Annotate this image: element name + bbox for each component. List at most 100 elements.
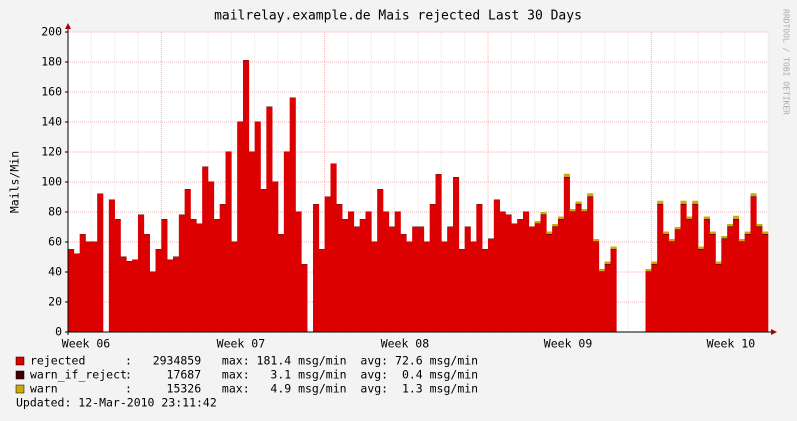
bar-segment <box>383 212 390 332</box>
bar-segment <box>604 263 611 265</box>
bar-segment <box>563 177 570 332</box>
bar-segment <box>278 234 285 332</box>
bar-segment <box>97 194 104 332</box>
bar-segment <box>715 261 722 264</box>
bar-segment <box>674 227 681 230</box>
bar-segment <box>435 174 442 332</box>
legend-name: rejected <box>30 354 85 368</box>
bar-segment <box>167 260 174 332</box>
bar-segment <box>353 227 360 332</box>
bar-segment <box>348 212 355 332</box>
bar-segment <box>447 227 454 332</box>
bar-segment <box>587 196 594 197</box>
bar-segment <box>412 227 419 332</box>
legend-name: warn <box>30 382 58 396</box>
bar-segment <box>709 234 716 332</box>
bar-segment <box>260 189 267 332</box>
bar-segment <box>114 219 121 332</box>
bar-segment <box>371 242 378 332</box>
bar-segment <box>645 269 652 272</box>
bar-segment <box>715 263 722 265</box>
bar-segment <box>762 233 769 235</box>
bar-segment <box>750 196 757 197</box>
bar-segment <box>593 239 600 242</box>
bar-segment <box>651 264 658 332</box>
x-arrow <box>771 329 777 335</box>
bar-segment <box>575 204 582 332</box>
bar-segment <box>727 227 734 332</box>
bar-segment <box>295 212 302 332</box>
bar-segment <box>365 212 372 332</box>
bar-segment <box>482 249 489 332</box>
bar-segment <box>721 239 728 332</box>
bar-segment <box>429 204 436 332</box>
legend-swatch <box>15 356 25 366</box>
bar-segment <box>698 246 705 249</box>
bar-segment <box>738 239 745 242</box>
bar-segment <box>692 203 699 205</box>
bar-segment <box>138 215 145 332</box>
bar-segment <box>552 227 559 332</box>
bar-segment <box>534 224 541 332</box>
bar-segment <box>178 215 185 332</box>
bar-segment <box>237 122 244 332</box>
bar-segment <box>645 272 652 332</box>
bar-segment <box>464 227 471 332</box>
bar-segment <box>301 264 308 332</box>
bar-segment <box>738 241 745 242</box>
bar-segment <box>196 224 203 332</box>
bar-segment <box>721 238 728 239</box>
bar-segment <box>540 215 547 332</box>
bar-segment <box>85 242 92 332</box>
y-tick-label: 80 <box>48 205 62 219</box>
bar-segment <box>569 211 576 212</box>
bar-segment <box>668 241 675 242</box>
bar-segment <box>208 182 215 332</box>
bar-segment <box>283 152 290 332</box>
y-tick-label: 160 <box>41 85 62 99</box>
bar-segment <box>663 231 670 234</box>
bar-segment <box>709 233 716 235</box>
legend-stats: : 17687 max: 3.1 msg/min avg: 0.4 msg/mi… <box>125 368 478 382</box>
bar-segment <box>575 203 582 205</box>
bar-segment <box>289 98 296 332</box>
bar-segment <box>686 216 693 219</box>
watermark: RRDTOOL / TOBI OETIKER <box>782 9 791 115</box>
bar-segment <box>534 221 541 224</box>
bar-segment <box>587 193 594 197</box>
bar-segment <box>213 219 220 332</box>
y-tick-label: 180 <box>41 55 62 69</box>
bar-segment <box>563 176 570 178</box>
bar-segment <box>733 218 740 220</box>
bar-segment <box>674 229 681 230</box>
bar-segment <box>523 212 530 332</box>
bar-segment <box>184 189 191 332</box>
legend-name: warn_if_reject <box>30 368 127 382</box>
bar-segment <box>663 234 670 332</box>
bar-segment <box>231 242 238 332</box>
bar-segment <box>534 223 541 224</box>
bar-segment <box>581 212 588 332</box>
bar-segment <box>552 226 559 227</box>
bar-segment <box>744 231 751 234</box>
bar-segment <box>418 227 425 332</box>
bar-segment <box>733 219 740 332</box>
legend-swatch <box>15 370 25 380</box>
bar-segment <box>219 204 226 332</box>
legend-swatch <box>15 384 25 394</box>
bar-segment <box>569 212 576 332</box>
bar-segment <box>593 241 600 242</box>
bar-segment <box>254 122 261 332</box>
bar-segment <box>680 203 687 205</box>
bar-segment <box>243 60 250 332</box>
bar-segment <box>342 219 349 332</box>
chart-title: mailrelay.example.de Mais rejected Last … <box>214 9 582 24</box>
bar-segment <box>727 224 734 227</box>
bar-segment <box>703 219 710 332</box>
bar-segment <box>91 242 98 332</box>
bar-segment <box>552 224 559 227</box>
bar-segment <box>581 211 588 212</box>
x-tick-label: Week 06 <box>62 337 111 351</box>
bar-segment <box>546 231 553 234</box>
bar-segment <box>225 152 232 332</box>
